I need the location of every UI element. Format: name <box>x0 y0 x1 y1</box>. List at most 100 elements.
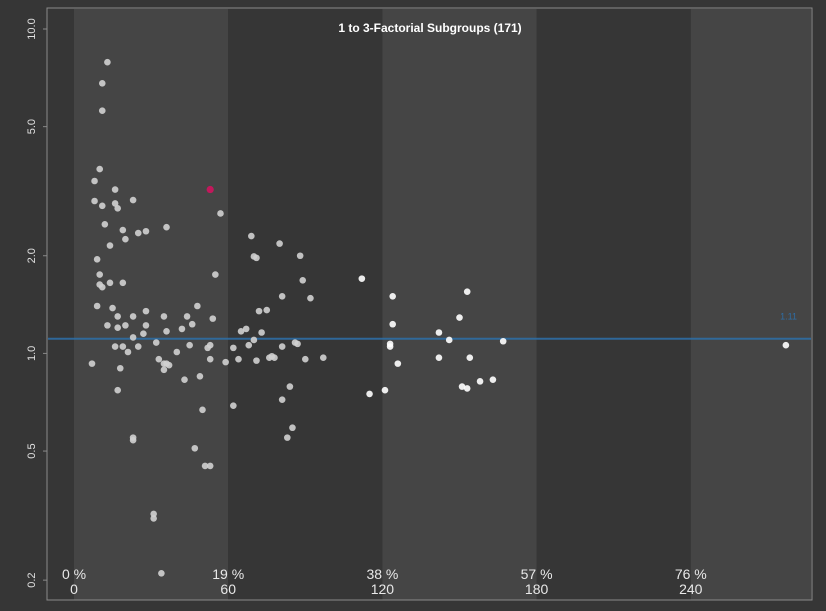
data-point <box>435 354 443 361</box>
y-tick-label: 10.0 <box>26 18 38 39</box>
data-point <box>104 322 111 329</box>
data-point <box>158 569 165 577</box>
data-point <box>188 320 196 328</box>
data-point <box>463 385 471 392</box>
data-point <box>119 226 127 234</box>
data-point <box>263 306 271 314</box>
data-point <box>194 302 201 310</box>
data-point <box>98 202 106 210</box>
data-point <box>366 390 373 398</box>
data-point <box>160 366 168 374</box>
data-point <box>782 341 790 349</box>
data-point <box>242 325 250 333</box>
data-point <box>114 313 121 320</box>
data-point <box>201 462 209 470</box>
data-point <box>296 252 304 260</box>
data-point <box>91 197 98 205</box>
x-tick-percent-label: 57 % <box>521 566 553 582</box>
data-point <box>106 279 114 287</box>
data-point <box>248 232 255 240</box>
data-point <box>165 361 173 369</box>
data-point <box>458 383 466 390</box>
data-point <box>106 242 114 249</box>
data-point <box>173 348 181 356</box>
data-point <box>186 341 193 349</box>
data-point <box>476 378 484 385</box>
data-point <box>278 292 286 300</box>
data-point <box>386 343 394 350</box>
data-point <box>181 376 188 383</box>
data-point <box>253 357 260 364</box>
data-point <box>299 277 307 284</box>
data-point <box>196 372 204 380</box>
data-point <box>129 313 137 320</box>
data-point <box>302 355 309 363</box>
data-point <box>111 200 119 207</box>
data-point <box>456 314 463 321</box>
data-point <box>160 313 168 320</box>
data-point <box>122 322 129 329</box>
data-point <box>88 360 96 367</box>
data-point <box>122 235 129 243</box>
data-point <box>209 315 217 322</box>
data-point <box>222 358 229 366</box>
data-point <box>276 240 283 247</box>
data-point <box>235 355 242 363</box>
data-point <box>111 343 119 350</box>
chart-title: 1 to 3-Factorial Subgroups (171) <box>338 21 521 35</box>
data-point <box>319 354 327 361</box>
data-point <box>489 376 497 383</box>
data-point <box>96 165 103 173</box>
data-point <box>255 307 263 315</box>
data-point <box>163 223 170 231</box>
x-tick-label: 180 <box>525 581 549 597</box>
data-point <box>358 275 366 282</box>
data-point <box>271 354 278 361</box>
data-point <box>289 424 296 432</box>
reference-line-label: 1.11 <box>780 312 797 322</box>
data-point <box>93 256 101 263</box>
data-point <box>294 340 301 348</box>
data-point <box>114 324 121 332</box>
data-point <box>129 196 137 204</box>
x-tick-percent-label: 38 % <box>366 566 398 582</box>
x-tick-label: 60 <box>220 581 236 597</box>
data-point <box>109 304 116 312</box>
data-point <box>98 107 106 114</box>
points-layer <box>88 58 790 577</box>
data-point <box>278 343 286 350</box>
data-point <box>394 360 402 367</box>
x-tick-percent-label: 19 % <box>212 566 244 582</box>
data-point <box>152 339 160 346</box>
data-point <box>142 322 150 329</box>
data-point <box>98 283 106 291</box>
data-point <box>381 386 389 394</box>
data-point <box>163 327 170 335</box>
data-point <box>445 336 453 344</box>
data-point <box>206 341 214 349</box>
data-point <box>142 227 150 235</box>
x-tick-label: 240 <box>679 581 703 597</box>
data-point <box>134 229 142 237</box>
data-point <box>93 302 101 310</box>
data-point <box>191 444 199 452</box>
data-point <box>111 186 119 193</box>
background-band <box>228 9 383 600</box>
data-point <box>206 355 214 363</box>
data-point <box>155 355 163 363</box>
data-point <box>286 383 294 390</box>
data-point <box>96 271 103 278</box>
data-point <box>278 396 286 403</box>
data-point <box>258 329 265 336</box>
data-point <box>199 406 206 414</box>
x-tick-percent-label: 76 % <box>675 566 707 582</box>
y-tick-label: 5.0 <box>26 119 38 134</box>
data-point <box>245 341 253 349</box>
data-point <box>134 343 142 350</box>
x-axis: 0 %0 19 %60 38 %120 57 %180 76 %240 <box>62 566 707 597</box>
data-point <box>389 320 396 328</box>
plot-frame <box>46 7 813 601</box>
data-point <box>119 279 127 287</box>
data-point <box>91 177 98 185</box>
